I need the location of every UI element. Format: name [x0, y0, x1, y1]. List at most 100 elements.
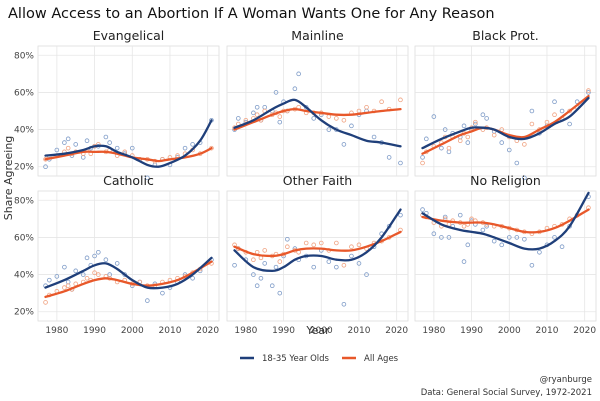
y-tick-label: 40% [14, 126, 34, 136]
point-all-ages [420, 160, 425, 166]
trend-line-young [233, 98, 402, 148]
point-young [480, 227, 486, 233]
point-young [424, 136, 429, 142]
trend-line-all-ages [233, 107, 402, 131]
point-all-ages [586, 88, 591, 93]
trend-line-all-ages [44, 260, 213, 299]
point-young [73, 268, 79, 274]
x-tick-label: 2010 [348, 326, 371, 336]
point-young [114, 145, 120, 151]
point-young [559, 244, 565, 250]
point-young [96, 249, 101, 255]
point-all-ages [473, 119, 478, 125]
point-all-ages [285, 244, 290, 250]
point-young [103, 257, 109, 263]
point-all-ages [544, 119, 550, 125]
point-all-ages [522, 142, 527, 147]
x-tick-label: 1990 [460, 326, 483, 336]
point-young [182, 145, 188, 151]
point-young [262, 261, 268, 266]
point-all-ages [469, 216, 474, 222]
point-young [491, 238, 497, 244]
point-young [273, 90, 279, 95]
x-axis-label: Year [305, 324, 330, 337]
legend: 18-35 Year Olds All Ages [240, 354, 399, 364]
point-young [54, 274, 60, 279]
trend-line-young [421, 191, 590, 251]
panel-black-prot: Black Prot. [414, 28, 597, 181]
point-young [303, 104, 309, 110]
point-young [484, 223, 489, 229]
panel-mainline: Mainline [226, 28, 409, 177]
point-young [269, 283, 275, 289]
point-young [431, 114, 437, 119]
point-young [254, 283, 260, 289]
point-young [442, 214, 448, 220]
x-tick-label: 2020 [196, 326, 219, 336]
point-young [65, 136, 71, 142]
x-tick-label: 2000 [121, 326, 144, 336]
point-all-ages [465, 134, 471, 140]
point-all-ages [491, 132, 497, 138]
point-all-ages [84, 275, 90, 281]
point-all-ages [334, 116, 339, 121]
point-all-ages [254, 112, 260, 118]
point-young [80, 272, 86, 277]
point-all-ages [43, 300, 48, 305]
point-young [529, 262, 535, 268]
point-all-ages [243, 117, 249, 123]
point-young [341, 142, 347, 147]
point-young [439, 145, 444, 151]
legend-label-young: 18-35 Year Olds [262, 354, 330, 364]
point-young [398, 160, 403, 166]
point-young [461, 123, 467, 129]
point-all-ages [457, 138, 463, 144]
panels-layer: Evangelical 20% 40% 60% 80% Mainline Black Pro… [14, 28, 596, 336]
point-all-ages [62, 285, 67, 290]
point-young [236, 116, 241, 121]
panel-title: Catholic [103, 173, 154, 188]
point-all-ages [318, 240, 324, 246]
point-young [277, 290, 283, 296]
x-tick-label: 2010 [536, 326, 559, 336]
point-all-ages [364, 104, 369, 110]
panel-title: Evangelical [93, 28, 164, 43]
point-young [311, 264, 317, 270]
y-tick-label: 80% [14, 196, 34, 206]
point-young [341, 301, 347, 307]
point-young [349, 253, 354, 259]
point-all-ages [349, 244, 354, 250]
panel-evangelical: Evangelical 20% 40% 60% 80% [14, 28, 220, 181]
x-tick-label: 2000 [310, 326, 333, 336]
panel-title: Other Faith [283, 173, 352, 188]
point-young [145, 298, 150, 303]
panel-no-religion: No Religion 1980 1990 2000 2010 2020 [414, 173, 596, 336]
point-young [420, 155, 425, 160]
point-young [273, 264, 279, 270]
point-young [190, 275, 195, 281]
legend-label-all: All Ages [364, 354, 399, 364]
point-young [145, 175, 150, 181]
point-all-ages [446, 145, 452, 151]
x-tick-label: 1980 [422, 326, 445, 336]
x-tick-label: 2000 [498, 326, 521, 336]
point-young [326, 259, 332, 264]
point-all-ages [277, 114, 283, 119]
point-young [457, 212, 463, 218]
point-young [254, 104, 260, 110]
point-young [92, 253, 97, 259]
point-all-ages [303, 240, 309, 246]
trend-line-young [421, 96, 590, 150]
point-young [398, 212, 403, 218]
point-young [499, 140, 505, 145]
point-young [439, 235, 444, 240]
point-young [499, 242, 505, 248]
point-young [334, 264, 339, 270]
point-young [43, 164, 48, 170]
point-young [552, 99, 557, 105]
panel-frame [414, 45, 597, 177]
chart-title: Allow Access to an Abortion If A Woman W… [8, 6, 495, 22]
x-tick-label: 2010 [159, 326, 182, 336]
point-young [465, 242, 471, 248]
